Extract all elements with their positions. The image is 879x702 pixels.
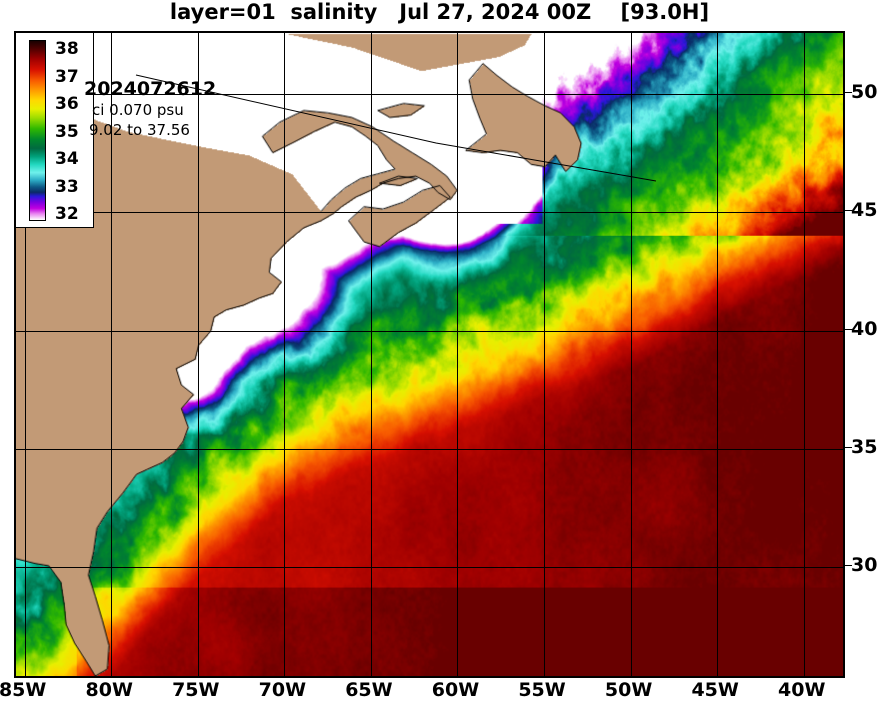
lon-label-55W: 55W	[518, 679, 566, 701]
lat-label-30N: 30N	[851, 553, 879, 576]
lat-tick-50N	[845, 92, 852, 94]
lon-label-75W: 75W	[172, 679, 220, 701]
colorbar	[29, 40, 46, 221]
lat-tick-45N	[845, 210, 852, 212]
annotation-datestamp: 2024072612	[84, 78, 217, 100]
lon-label-60W: 60W	[431, 679, 480, 701]
colorbar-tick-34: 34	[55, 149, 79, 169]
lat-tick-40N	[845, 328, 852, 330]
lat-label-50N: 50N	[851, 81, 879, 104]
lat-label-35N: 35N	[851, 435, 879, 458]
lon-label-40W: 40W	[778, 679, 826, 701]
lat-label-40N: 40N	[851, 317, 879, 340]
lon-label-65W: 65W	[345, 679, 393, 701]
lon-label-85W: 85W	[0, 679, 47, 701]
lat-tick-30N	[845, 564, 852, 566]
colorbar-tick-35: 35	[55, 121, 79, 142]
colorbar-legend: 38 37 36 35 34 33 32	[15, 32, 94, 228]
page-title: layer=01 salinity Jul 27, 2024 00Z [93.0…	[169, 0, 710, 24]
colorbar-tick-36: 36	[55, 94, 79, 114]
colorbar-tick-38: 38	[55, 39, 79, 59]
lon-label-45W: 45W	[691, 679, 739, 701]
model-annotation: 2024072612 ci 0.070 psu 9.02 to 37.56	[84, 78, 334, 140]
lon-label-70W: 70W	[258, 679, 307, 701]
colorbar-tick-37: 37	[55, 66, 79, 87]
salinity-map[interactable]	[14, 31, 845, 678]
lon-label-80W: 80W	[85, 679, 133, 701]
annotation-contour-interval: ci 0.070 psu	[92, 101, 184, 119]
lat-label-45N: 45N	[851, 199, 879, 222]
colorbar-tick-32: 32	[55, 204, 79, 224]
annotation-value-range: 9.02 to 37.56	[89, 121, 190, 139]
lon-label-50W: 50W	[604, 679, 653, 701]
lat-tick-35N	[845, 446, 852, 448]
colorbar-tick-33: 33	[55, 176, 79, 197]
